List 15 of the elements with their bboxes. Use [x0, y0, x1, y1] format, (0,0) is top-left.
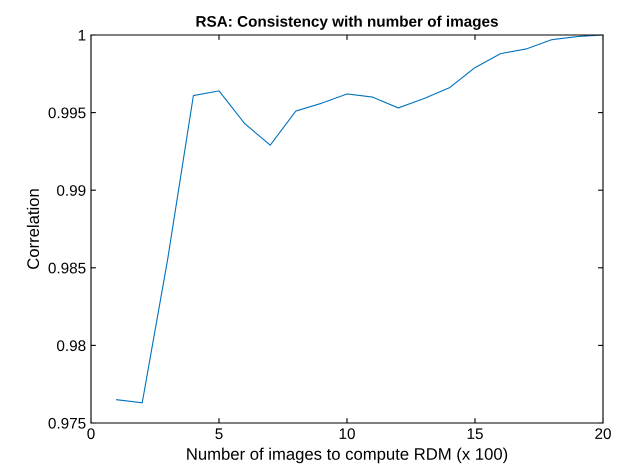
chart-title: RSA: Consistency with number of images [196, 16, 498, 30]
x-tick-label: 10 [340, 428, 355, 440]
y-axis-title: Correlation [26, 189, 40, 269]
y-tick-label: 0.99 [57, 185, 86, 196]
y-tick-label: 0.985 [48, 262, 86, 274]
y-tick-label: 0.98 [57, 340, 86, 352]
line-series [116, 35, 603, 404]
x-tick-label: 5 [215, 428, 223, 440]
x-axis-title: Number of images to compute RDM (x 100) [187, 448, 508, 464]
x-tick-label: 0 [87, 428, 95, 440]
x-tick-label: 20 [595, 428, 611, 440]
y-tick-label: 0.975 [48, 418, 86, 429]
y-tick-label: 1 [78, 30, 86, 41]
x-tick-label: 15 [468, 428, 483, 440]
y-tick-label: 0.995 [48, 107, 86, 118]
